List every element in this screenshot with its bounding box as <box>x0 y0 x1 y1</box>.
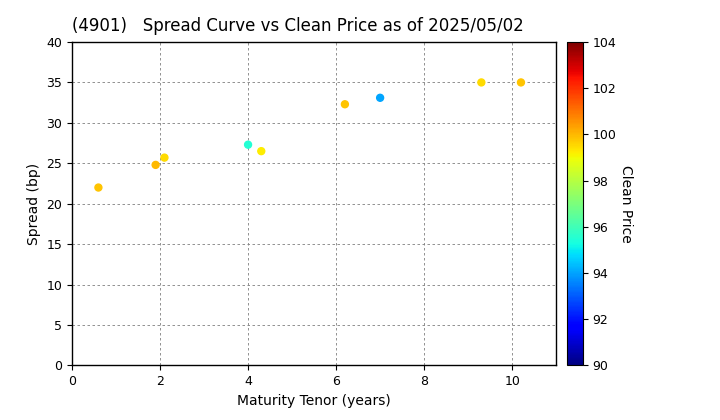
Text: (4901)   Spread Curve vs Clean Price as of 2025/05/02: (4901) Spread Curve vs Clean Price as of… <box>72 17 523 35</box>
X-axis label: Maturity Tenor (years): Maturity Tenor (years) <box>237 394 391 408</box>
Point <box>339 101 351 108</box>
Y-axis label: Clean Price: Clean Price <box>619 165 633 243</box>
Point <box>158 154 170 161</box>
Point <box>256 148 267 155</box>
Y-axis label: Spread (bp): Spread (bp) <box>27 163 41 245</box>
Point <box>243 141 254 148</box>
Point <box>476 79 487 86</box>
Point <box>516 79 527 86</box>
Point <box>93 184 104 191</box>
Point <box>150 162 161 168</box>
Point <box>374 94 386 101</box>
